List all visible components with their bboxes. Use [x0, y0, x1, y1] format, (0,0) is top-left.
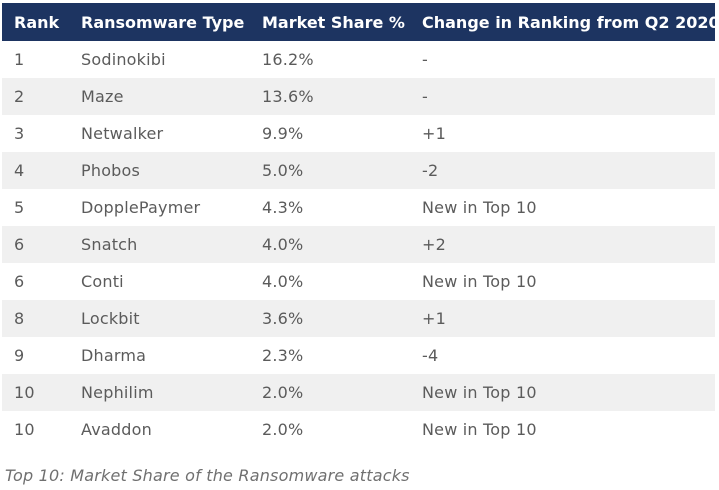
- cell-change-in-ranking: New in Top 10: [410, 411, 715, 448]
- cell-change-in-ranking: New in Top 10: [410, 263, 715, 300]
- header-row: Rank Ransomware Type Market Share % Chan…: [2, 3, 715, 41]
- cell-change-in-ranking: -: [410, 78, 715, 115]
- cell-ransomware-type: Netwalker: [69, 115, 250, 152]
- cell-market-share: 5.0%: [250, 152, 410, 189]
- cell-market-share: 2.3%: [250, 337, 410, 374]
- cell-ransomware-type: Nephilim: [69, 374, 250, 411]
- table-body: 1 Sodinokibi 16.2% -2 Maze 13.6% -3 Netwalker 9.…: [2, 41, 715, 448]
- cell-market-share: 2.0%: [250, 411, 410, 448]
- cell-rank: 6: [2, 263, 69, 300]
- table-caption: Top 10: Market Share of the Ransomware a…: [5, 466, 410, 485]
- cell-change-in-ranking: New in Top 10: [410, 374, 715, 411]
- cell-ransomware-type: Sodinokibi: [69, 41, 250, 78]
- cell-ransomware-type: Dharma: [69, 337, 250, 374]
- cell-rank: 10: [2, 374, 69, 411]
- cell-market-share: 4.3%: [250, 189, 410, 226]
- cell-rank: 8: [2, 300, 69, 337]
- cell-market-share: 4.0%: [250, 226, 410, 263]
- cell-ransomware-type: Lockbit: [69, 300, 250, 337]
- table-row: 4 Phobos 5.0% -2: [2, 152, 715, 189]
- table-header: Rank Ransomware Type Market Share % Chan…: [2, 3, 715, 41]
- table-row: 8 Lockbit 3.6% +1: [2, 300, 715, 337]
- cell-change-in-ranking: New in Top 10: [410, 189, 715, 226]
- cell-rank: 5: [2, 189, 69, 226]
- cell-market-share: 3.6%: [250, 300, 410, 337]
- cell-rank: 1: [2, 41, 69, 78]
- cell-ransomware-type: Maze: [69, 78, 250, 115]
- cell-change-in-ranking: -: [410, 41, 715, 78]
- cell-market-share: 4.0%: [250, 263, 410, 300]
- cell-market-share: 16.2%: [250, 41, 410, 78]
- cell-ransomware-type: DopplePaymer: [69, 189, 250, 226]
- cell-change-in-ranking: -2: [410, 152, 715, 189]
- cell-rank: 2: [2, 78, 69, 115]
- cell-change-in-ranking: +1: [410, 115, 715, 152]
- table-row: 10 Avaddon 2.0% New in Top 10: [2, 411, 715, 448]
- ransomware-ranking-table: Rank Ransomware Type Market Share % Chan…: [2, 3, 715, 448]
- cell-rank: 10: [2, 411, 69, 448]
- cell-rank: 4: [2, 152, 69, 189]
- cell-market-share: 9.9%: [250, 115, 410, 152]
- cell-change-in-ranking: +1: [410, 300, 715, 337]
- header-rank: Rank: [2, 3, 69, 41]
- table-row: 6 Conti 4.0% New in Top 10: [2, 263, 715, 300]
- cell-rank: 3: [2, 115, 69, 152]
- cell-ransomware-type: Snatch: [69, 226, 250, 263]
- cell-ransomware-type: Avaddon: [69, 411, 250, 448]
- table-row: 2 Maze 13.6% -: [2, 78, 715, 115]
- cell-ransomware-type: Phobos: [69, 152, 250, 189]
- table-row: 6 Snatch 4.0% +2: [2, 226, 715, 263]
- table-row: 3 Netwalker 9.9% +1: [2, 115, 715, 152]
- header-ransomware-type: Ransomware Type: [69, 3, 250, 41]
- cell-change-in-ranking: -4: [410, 337, 715, 374]
- table-row: 5 DopplePaymer 4.3% New in Top 10: [2, 189, 715, 226]
- table-row: 1 Sodinokibi 16.2% -: [2, 41, 715, 78]
- ransomware-table-container: Rank Ransomware Type Market Share % Chan…: [2, 3, 715, 448]
- cell-ransomware-type: Conti: [69, 263, 250, 300]
- table-row: 9 Dharma 2.3% -4: [2, 337, 715, 374]
- cell-market-share: 13.6%: [250, 78, 410, 115]
- cell-change-in-ranking: +2: [410, 226, 715, 263]
- cell-rank: 6: [2, 226, 69, 263]
- cell-rank: 9: [2, 337, 69, 374]
- header-market-share: Market Share %: [250, 3, 410, 41]
- table-row: 10 Nephilim 2.0% New in Top 10: [2, 374, 715, 411]
- cell-market-share: 2.0%: [250, 374, 410, 411]
- header-change-in-ranking: Change in Ranking from Q2 2020: [410, 3, 715, 41]
